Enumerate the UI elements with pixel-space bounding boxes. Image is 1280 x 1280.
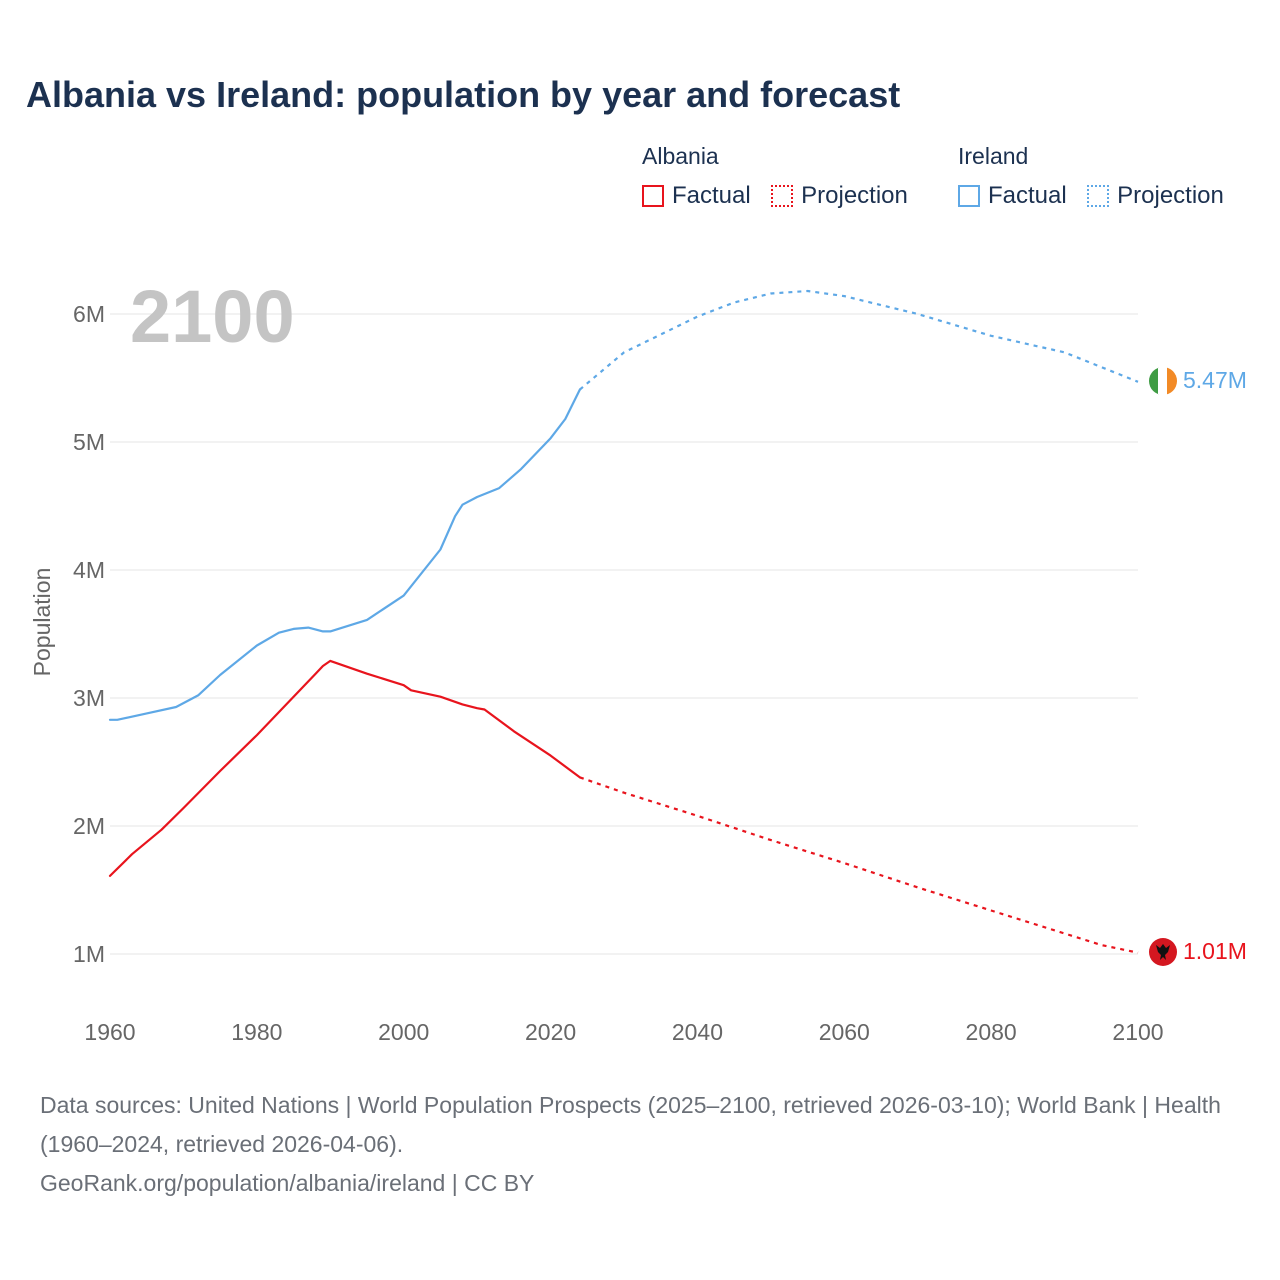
legend-swatch-albania-projection xyxy=(771,185,794,207)
legend-label-albania-projection: Projection xyxy=(801,182,908,209)
x-tick-label: 1980 xyxy=(231,1019,282,1045)
x-tick-label: 2060 xyxy=(819,1019,870,1045)
x-tick-label: 2040 xyxy=(672,1019,723,1045)
y-tick-label: 1M xyxy=(73,941,105,967)
ireland-factual-line xyxy=(108,388,582,721)
x-tick-label: 2080 xyxy=(966,1019,1017,1045)
legend-heading-albania: Albania xyxy=(642,143,719,169)
chart-title: Albania vs Ireland: population by year a… xyxy=(26,74,901,115)
x-tick-label: 1960 xyxy=(84,1019,135,1045)
x-tick-label: 2100 xyxy=(1112,1019,1163,1045)
series-lines xyxy=(108,289,1139,954)
year-watermark: 2100 xyxy=(130,275,295,358)
albania-projection-line xyxy=(579,776,1139,954)
y-axis-label: Population xyxy=(29,568,55,677)
y-tick-label: 3M xyxy=(73,685,105,711)
y-tick-label: 2M xyxy=(73,813,105,839)
y-axis-ticks: 1M 2M 3M 4M 5M 6M xyxy=(73,301,105,967)
x-axis-ticks: 1960 1980 2000 2020 2040 2060 2080 2100 xyxy=(84,1019,1163,1045)
legend-heading-ireland: Ireland xyxy=(958,143,1029,169)
data-sources-text: Data sources: United Nations | World Pop… xyxy=(40,1092,1221,1157)
legend-group-ireland: Ireland Factual Projection xyxy=(958,143,1224,212)
credit-link[interactable]: GeoRank.org/population/albania/ireland |… xyxy=(40,1170,535,1196)
ireland-projection-line xyxy=(579,289,1139,391)
legend-swatch-albania-factual xyxy=(642,185,664,207)
x-tick-label: 2000 xyxy=(378,1019,429,1045)
legend-swatch-ireland-factual xyxy=(958,185,980,207)
legend-ireland-factual[interactable]: Factual xyxy=(958,182,1067,210)
legend-ireland-projection[interactable]: Projection xyxy=(1087,182,1224,210)
legend-group-albania: Albania Factual Projection xyxy=(642,143,924,212)
legend-swatch-ireland-projection xyxy=(1087,185,1110,207)
legend-label-albania-factual: Factual xyxy=(672,182,751,209)
legend-label-ireland-factual: Factual xyxy=(988,182,1067,209)
legend-albania-factual[interactable]: Factual xyxy=(642,182,751,210)
albania-flag-icon xyxy=(1149,938,1177,966)
ireland-flag-icon xyxy=(1149,367,1177,395)
albania-factual-line xyxy=(108,659,582,878)
end-label-ireland: 5.47M xyxy=(1183,367,1247,393)
y-tick-label: 6M xyxy=(73,301,105,327)
footer: Data sources: United Nations | World Pop… xyxy=(40,1086,1240,1203)
y-tick-label: 4M xyxy=(73,557,105,583)
end-label-albania: 1.01M xyxy=(1183,938,1247,964)
grid-lines xyxy=(110,313,1138,955)
y-tick-label: 5M xyxy=(73,429,105,455)
x-tick-label: 2020 xyxy=(525,1019,576,1045)
legend-label-ireland-projection: Projection xyxy=(1117,182,1224,209)
legend-albania-projection[interactable]: Projection xyxy=(771,182,908,210)
